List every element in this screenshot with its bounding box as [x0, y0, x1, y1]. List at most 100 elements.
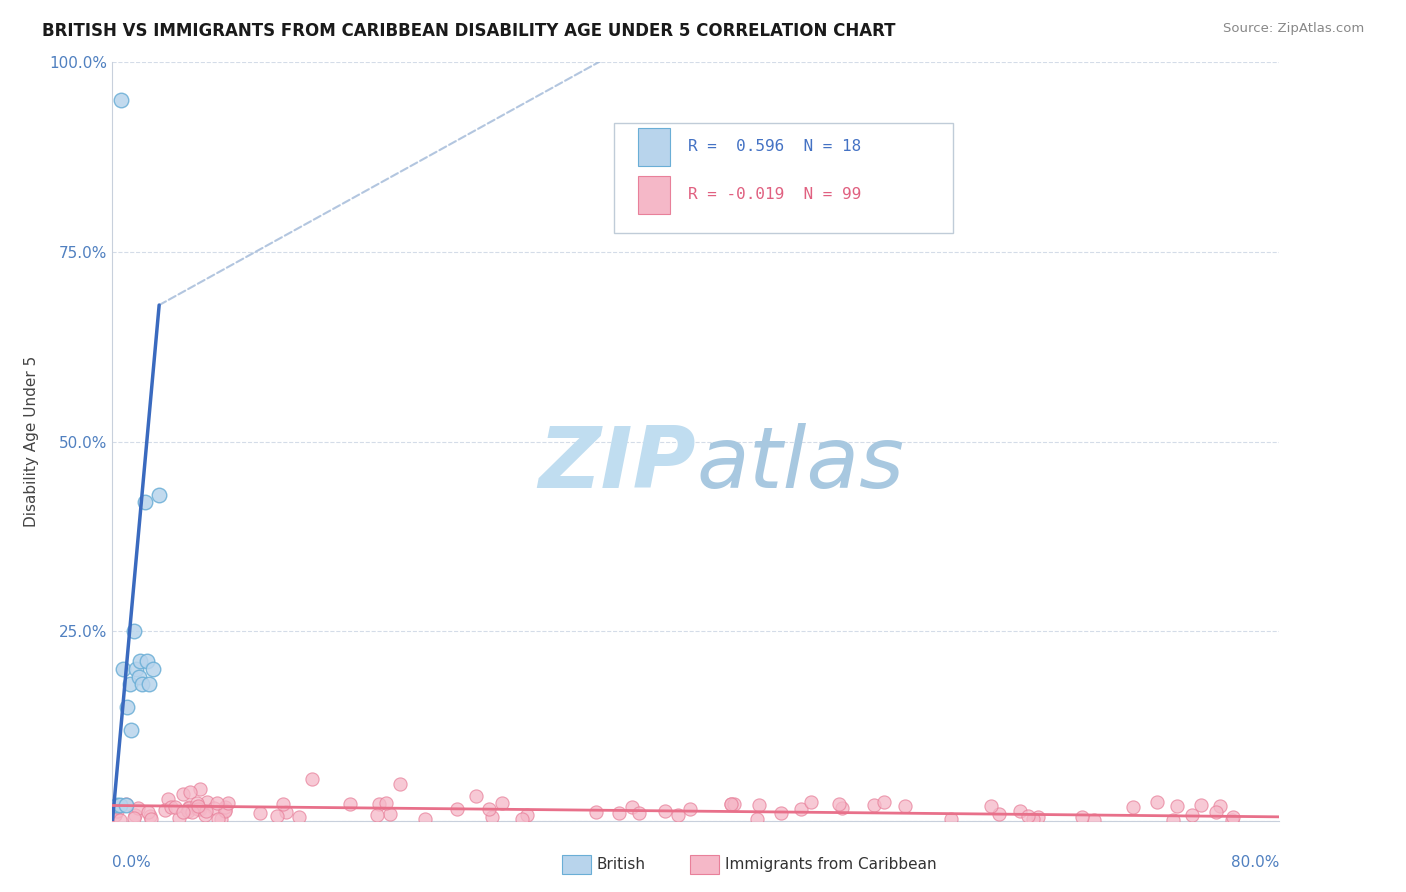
Bar	[638, 176, 671, 214]
Point	[828, 797, 851, 811]
Point	[188, 781, 211, 796]
Point	[181, 805, 204, 820]
Text: 80.0%: 80.0%	[1232, 855, 1279, 870]
Point	[1022, 812, 1045, 826]
Point	[585, 805, 607, 820]
Text: British: British	[596, 857, 645, 872]
Point	[464, 789, 486, 804]
Point	[723, 797, 745, 812]
Point	[214, 804, 236, 818]
Point	[1189, 798, 1212, 813]
Point	[127, 801, 149, 815]
Y-axis label: Disability Age Under 5: Disability Age Under 5	[24, 356, 38, 527]
Point	[621, 799, 644, 814]
Point	[169, 811, 191, 825]
Point	[141, 812, 163, 826]
Point	[138, 805, 160, 819]
Point	[172, 787, 194, 801]
Point	[186, 796, 208, 810]
Point	[863, 798, 886, 813]
Text: Source: ZipAtlas.com: Source: ZipAtlas.com	[1223, 22, 1364, 36]
Point	[195, 805, 218, 819]
Point	[118, 677, 141, 691]
Point	[177, 804, 200, 818]
Point	[187, 802, 209, 816]
Point	[339, 797, 361, 812]
Point	[368, 797, 391, 811]
Point	[481, 810, 503, 824]
Point	[148, 487, 170, 501]
Point	[491, 796, 513, 810]
Text: atlas: atlas	[696, 423, 904, 506]
Point	[1071, 810, 1094, 824]
Text: Immigrants from Caribbean: Immigrants from Caribbean	[725, 857, 936, 872]
Point	[156, 792, 179, 806]
Point	[628, 806, 651, 821]
Point	[129, 655, 152, 669]
Point	[142, 662, 165, 676]
Point	[218, 796, 240, 810]
Point	[110, 94, 132, 108]
Point	[188, 802, 211, 816]
Point	[654, 804, 676, 818]
Point	[413, 812, 436, 826]
Point	[980, 799, 1002, 814]
Point	[748, 797, 770, 812]
Point	[163, 799, 186, 814]
Point	[666, 808, 689, 822]
Text: BRITISH VS IMMIGRANTS FROM CARIBBEAN DISABILITY AGE UNDER 5 CORRELATION CHART: BRITISH VS IMMIGRANTS FROM CARIBBEAN DIS…	[42, 22, 896, 40]
Point	[378, 807, 401, 822]
Point	[124, 624, 146, 639]
Point	[375, 796, 398, 810]
Point	[214, 800, 236, 814]
Point	[1220, 813, 1243, 827]
Point	[939, 813, 962, 827]
Point	[108, 813, 131, 827]
Point	[195, 796, 218, 810]
Text: 0.0%: 0.0%	[112, 855, 152, 870]
Point	[104, 808, 127, 822]
Point	[131, 677, 153, 691]
Point	[510, 812, 533, 826]
Point	[288, 810, 311, 824]
Text: ZIP: ZIP	[538, 423, 696, 506]
Point	[214, 804, 236, 818]
Point	[120, 723, 142, 737]
Point	[139, 809, 162, 823]
Point	[1181, 808, 1204, 822]
Point	[516, 807, 538, 822]
Point	[800, 795, 823, 809]
Point	[134, 495, 156, 509]
Point	[388, 777, 411, 791]
Point	[276, 805, 298, 819]
Point	[301, 772, 323, 786]
Point	[478, 802, 501, 816]
Point	[179, 800, 201, 814]
Point	[138, 677, 160, 691]
Point	[153, 803, 176, 817]
Point	[204, 801, 226, 815]
Point	[1017, 809, 1039, 823]
Point	[446, 802, 468, 816]
Point	[266, 809, 288, 823]
Point	[1205, 805, 1227, 819]
Point	[1083, 813, 1105, 827]
Point	[187, 798, 209, 813]
Point	[172, 805, 194, 820]
Text: R =  0.596  N = 18: R = 0.596 N = 18	[688, 139, 860, 154]
Point	[105, 804, 128, 818]
Text: R = -0.019  N = 99: R = -0.019 N = 99	[688, 187, 860, 202]
Point	[115, 797, 138, 811]
Point	[105, 800, 128, 814]
Point	[1209, 799, 1232, 814]
Point	[128, 669, 150, 683]
Point	[747, 813, 769, 827]
FancyBboxPatch shape	[614, 123, 953, 233]
Point	[124, 807, 146, 822]
Point	[159, 800, 181, 814]
Bar	[638, 128, 671, 166]
Point	[1222, 810, 1244, 824]
Point	[366, 807, 388, 822]
Point	[679, 802, 702, 816]
Point	[831, 800, 853, 814]
